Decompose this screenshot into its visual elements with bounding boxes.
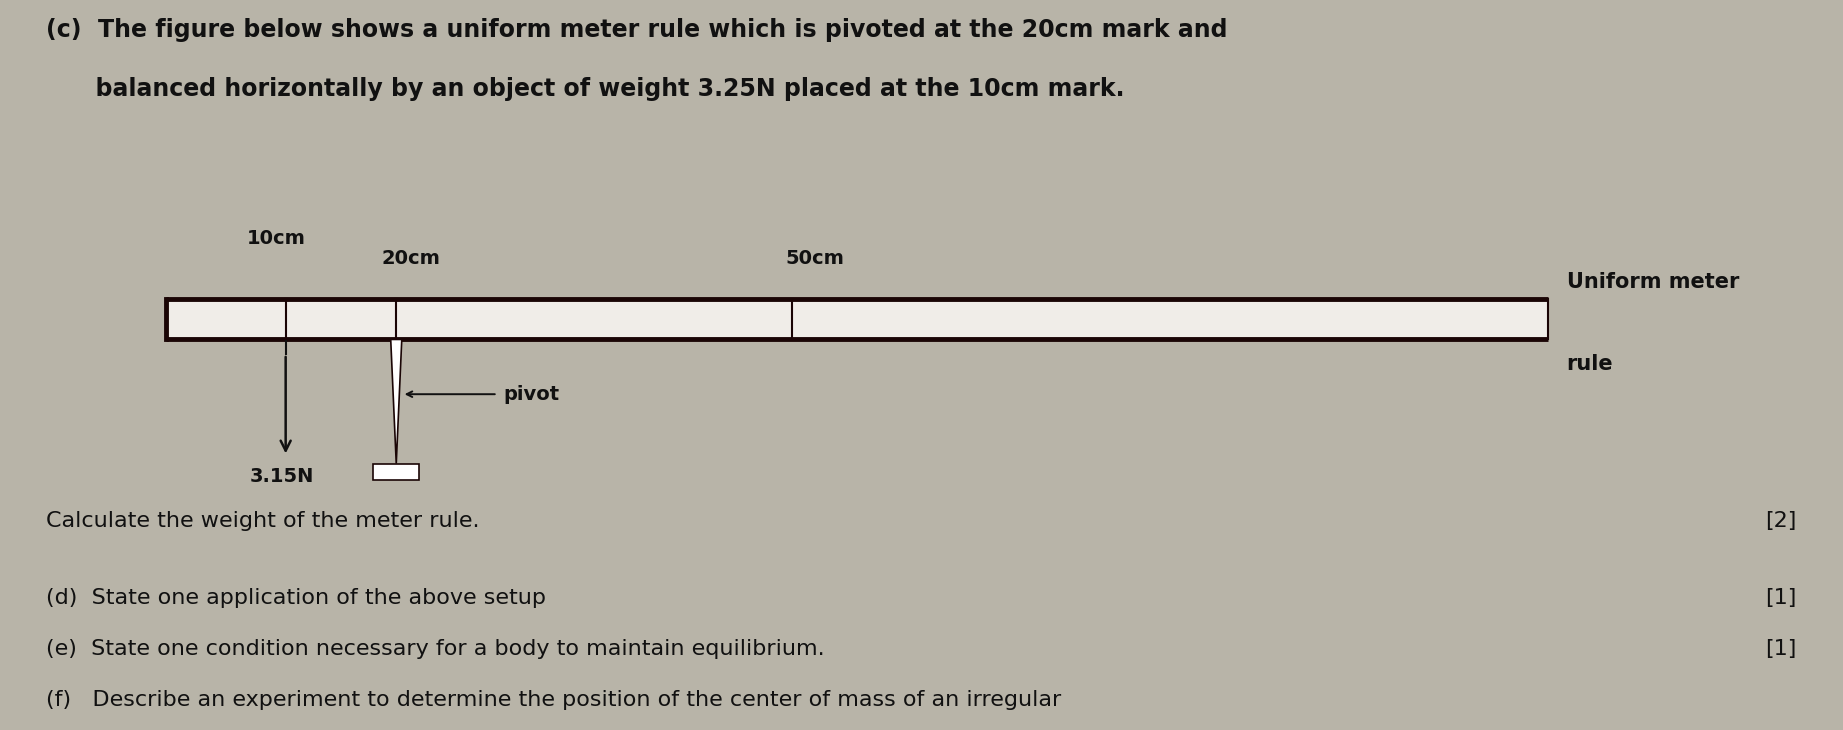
Text: (d)  State one application of the above setup: (d) State one application of the above s… (46, 588, 546, 607)
Text: 3.15N: 3.15N (251, 467, 313, 486)
Bar (372, 464, 418, 480)
Text: [1]: [1] (1766, 588, 1797, 607)
Text: [1]: [1] (1766, 639, 1797, 658)
Text: [2]: [2] (1766, 511, 1797, 531)
Text: (e)  State one condition necessary for a body to maintain equilibrium.: (e) State one condition necessary for a … (46, 639, 824, 658)
Text: 20cm: 20cm (382, 249, 440, 268)
Text: 50cm: 50cm (785, 249, 844, 268)
Text: Uniform meter: Uniform meter (1567, 272, 1740, 292)
Text: pivot: pivot (503, 385, 558, 404)
Text: balanced horizontally by an object of weight 3.25N placed at the 10cm mark.: balanced horizontally by an object of we… (46, 77, 1124, 101)
Text: Calculate the weight of the meter rule.: Calculate the weight of the meter rule. (46, 511, 479, 531)
Bar (166, 299, 1548, 339)
Polygon shape (391, 339, 402, 464)
Text: 10cm: 10cm (247, 229, 306, 248)
Text: (c)  The figure below shows a uniform meter rule which is pivoted at the 20cm ma: (c) The figure below shows a uniform met… (46, 18, 1227, 42)
Text: rule: rule (1567, 354, 1613, 374)
Text: (f)   Describe an experiment to determine the position of the center of mass of : (f) Describe an experiment to determine … (46, 690, 1062, 710)
